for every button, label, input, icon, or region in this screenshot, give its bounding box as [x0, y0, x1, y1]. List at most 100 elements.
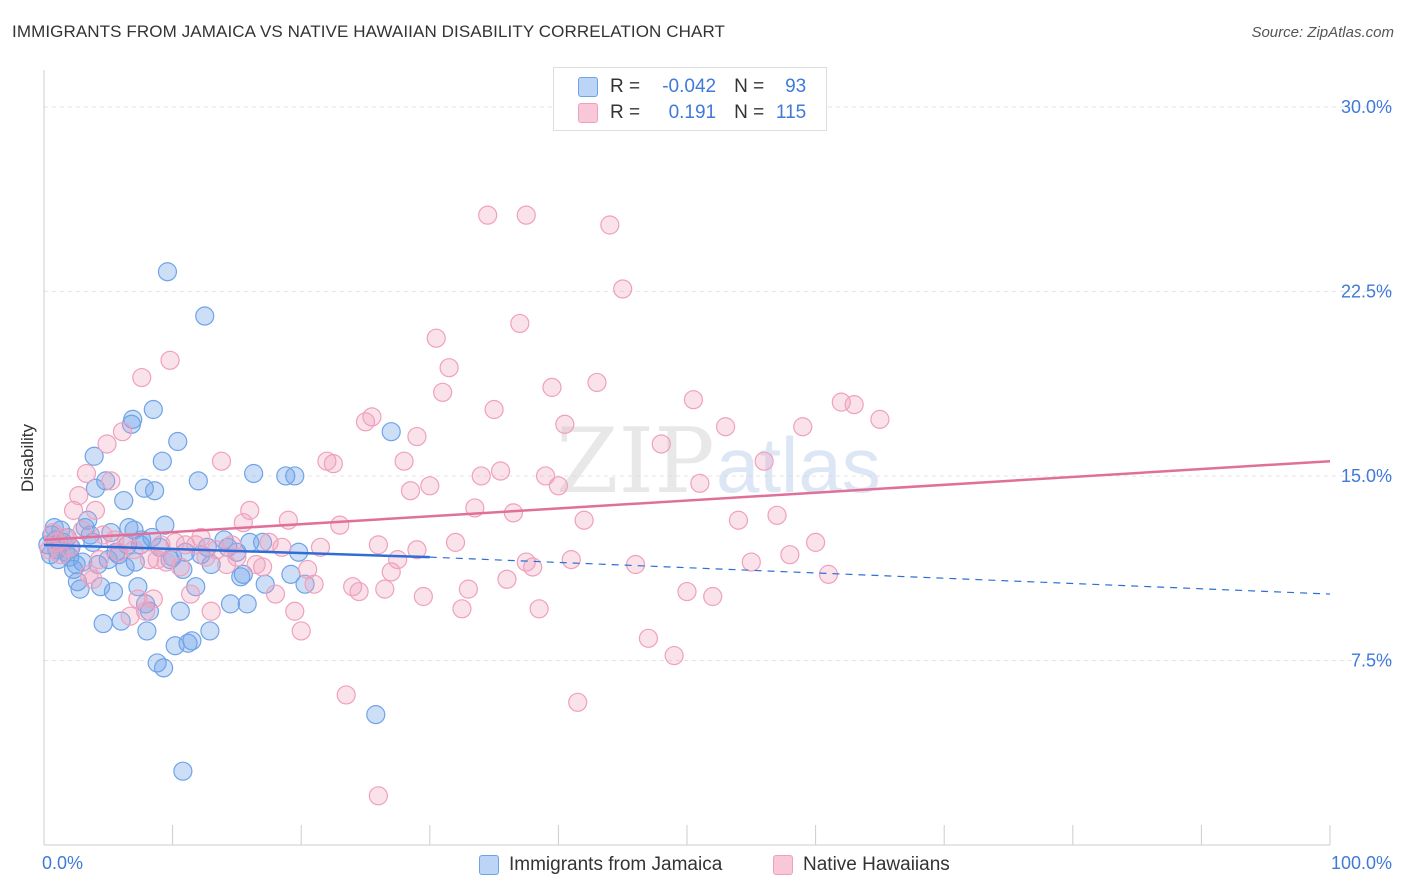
jamaica-point	[123, 409, 143, 429]
hawaiian-point	[471, 466, 491, 486]
jamaica-point	[72, 552, 93, 572]
hawaiian-point	[651, 434, 671, 454]
hawaiian-point	[101, 471, 121, 491]
hawaiian-point	[362, 407, 382, 427]
legend-row-hawaiian: R = 0.191 N = 115	[578, 101, 806, 125]
hawaiian-point	[336, 685, 356, 705]
hawaiian-point	[330, 515, 350, 535]
hawaiian-point	[60, 537, 80, 557]
hawaiian-point	[368, 535, 388, 555]
hawaiian-point	[780, 545, 800, 565]
hawaiian-point	[574, 510, 594, 530]
hawaiian-point	[754, 451, 774, 471]
hawaiian-point	[400, 481, 421, 501]
jamaica-point	[143, 399, 163, 420]
hawaiian-point	[638, 628, 659, 648]
hawaiian-point	[503, 503, 523, 523]
tick-labels: 7.5% 15.0% 22.5% 30.0% 0.0% 100.0%	[42, 97, 1392, 873]
hawaiian-point	[323, 454, 343, 474]
jamaica-point	[244, 463, 264, 484]
hawaiian-point	[523, 557, 543, 577]
x-tick-label: 0.0%	[42, 853, 83, 873]
jamaica-point	[152, 451, 172, 471]
hawaiian-point	[196, 547, 216, 567]
jamaica-point	[220, 594, 241, 614]
y-axis-label: Disability	[18, 423, 37, 493]
hawaiian-point	[265, 584, 286, 604]
jamaica-point	[233, 564, 253, 584]
hawaiian-swatch	[578, 103, 598, 123]
legend-label-jamaica: Immigrants from Jamaica	[509, 854, 723, 875]
jamaica-point	[381, 422, 401, 442]
watermark: ZIP atlas	[556, 409, 881, 514]
hawaiian-point	[452, 599, 472, 619]
hawaiian-point	[120, 606, 140, 626]
hawaiian-trend-line	[43, 459, 1331, 542]
grid-lines	[44, 106, 1392, 661]
jamaica-point	[96, 471, 116, 491]
legend-row-jamaica: R = -0.042 N = 93	[578, 75, 806, 99]
trend-lines	[43, 459, 1331, 595]
hawaiian-point	[587, 372, 607, 393]
chart-title: IMMIGRANTS FROM JAMAICA VS NATIVE HAWAII…	[12, 22, 726, 41]
hawaiian-point	[253, 557, 273, 577]
jamaica-point	[237, 594, 257, 614]
jamaica-point	[111, 611, 131, 631]
legend-item-hawaiian: Native Hawaiians	[773, 852, 950, 878]
r-label: R =	[610, 76, 641, 97]
n-label: N =	[734, 102, 765, 123]
hawaiian-point	[355, 412, 376, 432]
hawaiian-point	[497, 569, 517, 589]
jamaica-point	[157, 262, 178, 282]
hawaiian-point	[85, 500, 106, 520]
hawaiian-point	[703, 586, 723, 607]
hawaiian-point	[291, 621, 311, 641]
hawaiian-point	[89, 550, 109, 570]
hawaiian-point	[388, 550, 408, 570]
r-label: R =	[610, 102, 641, 123]
jamaica-point	[103, 581, 124, 602]
hawaiian-point	[844, 395, 864, 415]
hawaiian-point	[420, 476, 440, 496]
jamaica-point	[175, 542, 196, 562]
jamaica-trend-solid	[43, 543, 430, 559]
legend-label-hawaiian: Native Hawaiians	[803, 854, 950, 875]
hawaiian-point	[349, 581, 369, 602]
n-label: N =	[734, 76, 765, 97]
hawaiian-point	[561, 550, 581, 570]
jamaica-trend-dashed	[429, 556, 1331, 595]
jamaica-point	[231, 567, 251, 587]
jamaica-point	[119, 518, 139, 538]
hawaiian-point	[677, 581, 697, 602]
hawaiian-point	[72, 520, 93, 540]
hawaiian-point	[613, 279, 633, 299]
hawaiian-point	[160, 350, 180, 370]
hawaiian-point	[535, 466, 556, 486]
jamaica-point	[173, 761, 193, 781]
hawaiian-point	[304, 574, 324, 594]
jamaica-point	[155, 515, 175, 535]
hawaiian-point	[76, 463, 97, 484]
hawaiian-point	[227, 547, 247, 567]
jamaica-point	[144, 481, 165, 501]
hawaiian-point	[818, 564, 839, 584]
jamaica-point	[200, 621, 220, 641]
hawaiian-point	[112, 422, 133, 442]
hawaiian-point	[375, 579, 395, 599]
hawaiian-point	[407, 426, 427, 447]
jamaica-point	[188, 471, 208, 491]
hawaiian-point	[191, 527, 211, 548]
jamaica-point	[70, 579, 90, 599]
hawaiian-point	[343, 577, 363, 597]
jamaica-point	[78, 510, 98, 530]
y-tick-label: 30.0%	[1341, 97, 1392, 117]
hawaiian-point	[97, 434, 117, 454]
hawaiian-point	[683, 390, 704, 410]
jamaica-point	[170, 601, 190, 621]
hawaiian-point	[124, 540, 144, 560]
jamaica-point	[85, 478, 106, 498]
jamaica-legend-swatch	[479, 855, 499, 875]
hawaiian-point	[529, 599, 549, 619]
n-value: 115	[775, 102, 807, 123]
